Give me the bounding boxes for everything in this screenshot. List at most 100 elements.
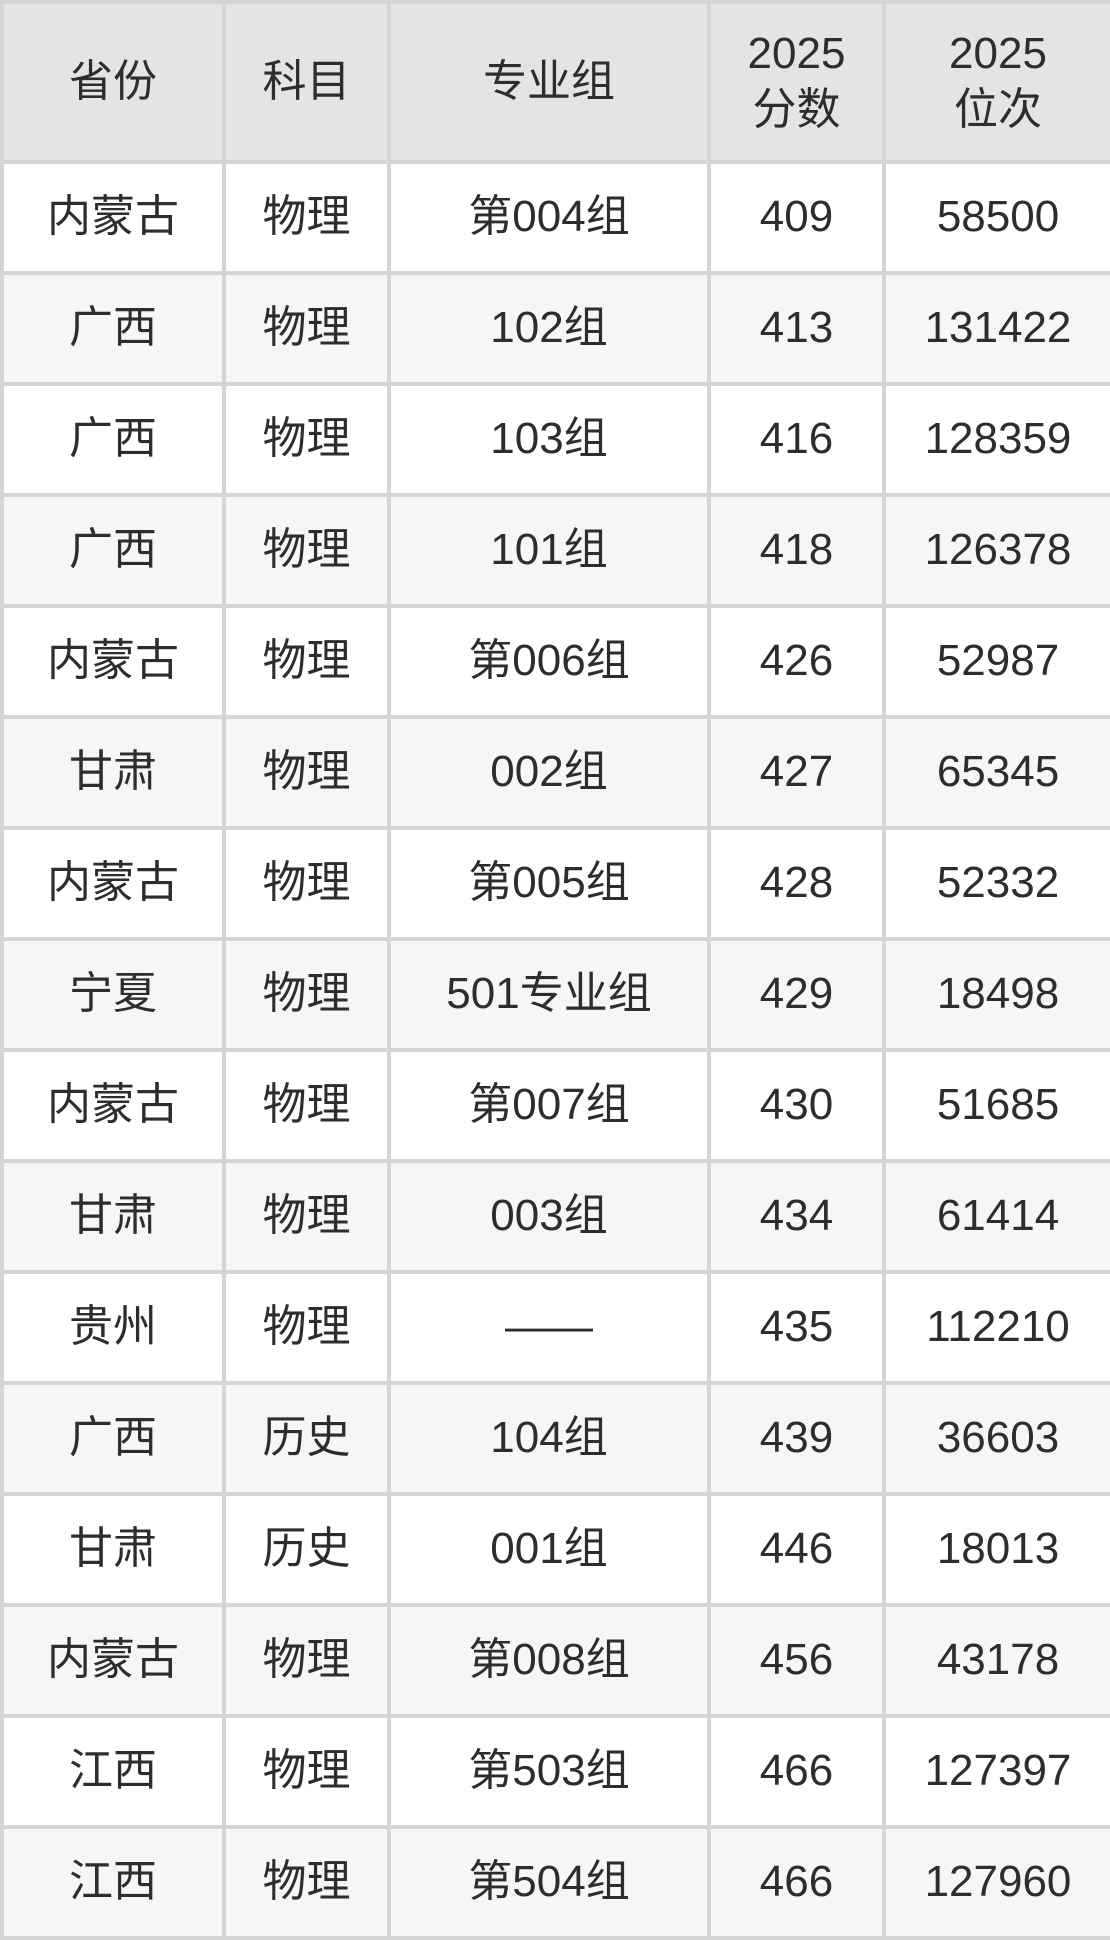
cell-rank-2025: 126378 <box>882 493 1110 608</box>
cell-province: 广西 <box>0 271 226 386</box>
cell-score-2025: 413 <box>707 271 886 386</box>
cell-rank-2025: 52332 <box>882 826 1110 941</box>
column-header-province: 省份 <box>0 0 226 164</box>
table-row: 广西 历史 104组 439 36603 <box>0 1381 1110 1496</box>
cell-score-2025: 428 <box>707 826 886 941</box>
table-row: 广西 物理 103组 416 128359 <box>0 382 1110 497</box>
cell-score-2025: 426 <box>707 604 886 719</box>
cell-major-group: 第006组 <box>387 604 711 719</box>
header-row: 省份 科目 专业组 2025 分数 2025 位次 <box>0 0 1110 164</box>
cell-score-2025: 416 <box>707 382 886 497</box>
cell-province: 内蒙古 <box>0 826 226 941</box>
cell-major-group: 003组 <box>387 1159 711 1274</box>
cell-score-2025: 434 <box>707 1159 886 1274</box>
cell-subject: 物理 <box>222 160 391 275</box>
cell-rank-2025: 36603 <box>882 1381 1110 1496</box>
column-header-score-2025: 2025 分数 <box>707 0 886 164</box>
cell-subject: 物理 <box>222 1825 391 1940</box>
table-row: 贵州 物理 —— 435 112210 <box>0 1270 1110 1385</box>
cell-province: 甘肃 <box>0 715 226 830</box>
table-row: 广西 物理 101组 418 126378 <box>0 493 1110 608</box>
cell-major-group: 501专业组 <box>387 937 711 1052</box>
table-row: 广西 物理 102组 413 131422 <box>0 271 1110 386</box>
column-header-rank-2025: 2025 位次 <box>882 0 1110 164</box>
cell-subject: 物理 <box>222 382 391 497</box>
cell-subject: 物理 <box>222 937 391 1052</box>
cell-major-group: 001组 <box>387 1492 711 1607</box>
cell-major-group: 第004组 <box>387 160 711 275</box>
cell-province: 内蒙古 <box>0 604 226 719</box>
cell-subject: 物理 <box>222 1159 391 1274</box>
cell-subject: 物理 <box>222 493 391 608</box>
cell-score-2025: 429 <box>707 937 886 1052</box>
table-row: 内蒙古 物理 第004组 409 58500 <box>0 160 1110 275</box>
cell-subject: 历史 <box>222 1492 391 1607</box>
cell-score-2025: 430 <box>707 1048 886 1163</box>
table-row: 内蒙古 物理 第005组 428 52332 <box>0 826 1110 941</box>
cell-province: 广西 <box>0 382 226 497</box>
cell-score-2025: 466 <box>707 1825 886 1940</box>
cell-province: 甘肃 <box>0 1159 226 1274</box>
cell-province: 内蒙古 <box>0 160 226 275</box>
cell-province: 宁夏 <box>0 937 226 1052</box>
cell-subject: 物理 <box>222 1270 391 1385</box>
cell-province: 贵州 <box>0 1270 226 1385</box>
cell-major-group: 002组 <box>387 715 711 830</box>
cell-score-2025: 456 <box>707 1603 886 1718</box>
cell-major-group: 第005组 <box>387 826 711 941</box>
cell-score-2025: 435 <box>707 1270 886 1385</box>
cell-score-2025: 439 <box>707 1381 886 1496</box>
cell-province: 江西 <box>0 1825 226 1940</box>
table-row: 甘肃 物理 003组 434 61414 <box>0 1159 1110 1274</box>
cell-major-group: 101组 <box>387 493 711 608</box>
table-row: 江西 物理 第504组 466 127960 <box>0 1825 1110 1940</box>
cell-major-group: 第503组 <box>387 1714 711 1829</box>
cell-province: 甘肃 <box>0 1492 226 1607</box>
cell-province: 广西 <box>0 493 226 608</box>
table-row: 甘肃 物理 002组 427 65345 <box>0 715 1110 830</box>
cell-major-group: 第008组 <box>387 1603 711 1718</box>
cell-major-group: 103组 <box>387 382 711 497</box>
cell-rank-2025: 51685 <box>882 1048 1110 1163</box>
cell-province: 内蒙古 <box>0 1048 226 1163</box>
column-header-subject: 科目 <box>222 0 391 164</box>
cell-rank-2025: 112210 <box>882 1270 1110 1385</box>
cell-major-group: 第007组 <box>387 1048 711 1163</box>
cell-major-group: —— <box>387 1270 711 1385</box>
cell-subject: 物理 <box>222 271 391 386</box>
cell-subject: 物理 <box>222 715 391 830</box>
cell-rank-2025: 43178 <box>882 1603 1110 1718</box>
table-row: 内蒙古 物理 第008组 456 43178 <box>0 1603 1110 1718</box>
table-row: 内蒙古 物理 第007组 430 51685 <box>0 1048 1110 1163</box>
cell-subject: 物理 <box>222 1603 391 1718</box>
cell-major-group: 第504组 <box>387 1825 711 1940</box>
cell-subject: 历史 <box>222 1381 391 1496</box>
cell-rank-2025: 127960 <box>882 1825 1110 1940</box>
cell-score-2025: 466 <box>707 1714 886 1829</box>
cell-rank-2025: 61414 <box>882 1159 1110 1274</box>
cell-province: 广西 <box>0 1381 226 1496</box>
cell-rank-2025: 52987 <box>882 604 1110 719</box>
cell-rank-2025: 127397 <box>882 1714 1110 1829</box>
cell-subject: 物理 <box>222 826 391 941</box>
cell-rank-2025: 65345 <box>882 715 1110 830</box>
cell-rank-2025: 18013 <box>882 1492 1110 1607</box>
column-header-major-group: 专业组 <box>387 0 711 164</box>
cell-rank-2025: 58500 <box>882 160 1110 275</box>
cell-score-2025: 418 <box>707 493 886 608</box>
cell-province: 内蒙古 <box>0 1603 226 1718</box>
table-row: 内蒙古 物理 第006组 426 52987 <box>0 604 1110 719</box>
cell-subject: 物理 <box>222 604 391 719</box>
table-row: 宁夏 物理 501专业组 429 18498 <box>0 937 1110 1052</box>
cell-rank-2025: 18498 <box>882 937 1110 1052</box>
cell-score-2025: 409 <box>707 160 886 275</box>
cell-province: 江西 <box>0 1714 226 1829</box>
cell-major-group: 102组 <box>387 271 711 386</box>
table-body: 内蒙古 物理 第004组 409 58500 广西 物理 102组 413 131422 广西 物理 1… <box>0 160 1110 1940</box>
cell-score-2025: 446 <box>707 1492 886 1607</box>
table-row: 江西 物理 第503组 466 127397 <box>0 1714 1110 1829</box>
cell-rank-2025: 128359 <box>882 382 1110 497</box>
cell-score-2025: 427 <box>707 715 886 830</box>
cell-subject: 物理 <box>222 1714 391 1829</box>
